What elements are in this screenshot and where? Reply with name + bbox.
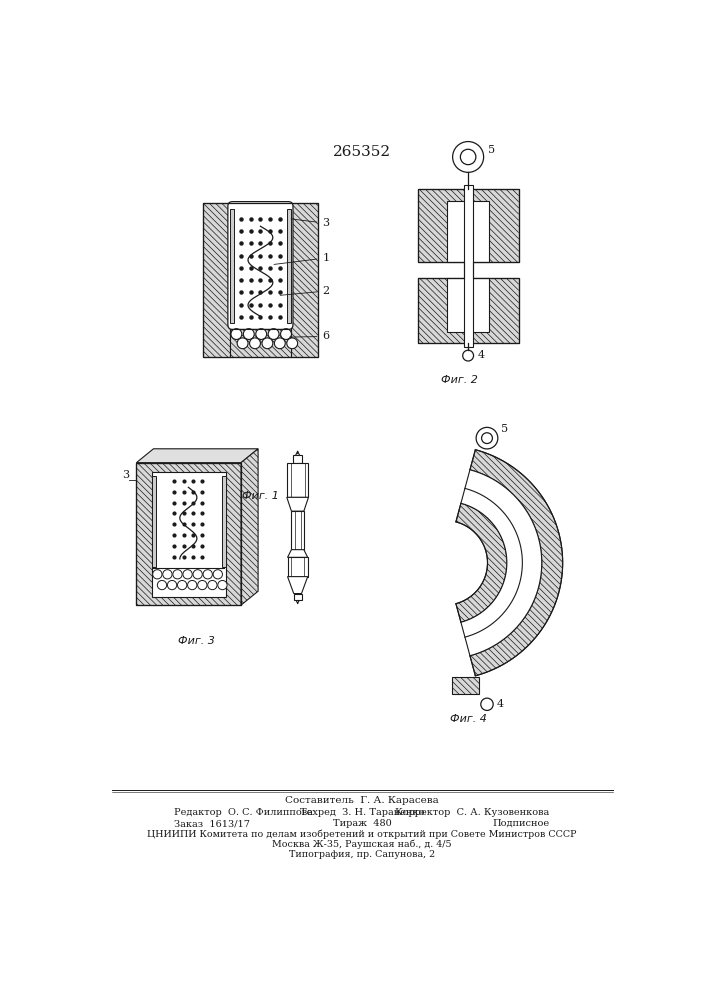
Text: Фиг. 3: Фиг. 3 (178, 636, 215, 646)
Polygon shape (293, 594, 301, 600)
Text: Москва Ж-35, Раушская наб., д. 4/5: Москва Ж-35, Раушская наб., д. 4/5 (272, 840, 452, 849)
Text: 5: 5 (489, 145, 496, 155)
Text: 3: 3 (291, 218, 329, 228)
Circle shape (481, 698, 493, 710)
Text: Редактор  О. С. Филиппова: Редактор О. С. Филиппова (174, 808, 312, 817)
Circle shape (476, 427, 498, 449)
Circle shape (193, 570, 202, 579)
Circle shape (158, 580, 167, 590)
Text: 265352: 265352 (333, 145, 391, 159)
Circle shape (243, 329, 255, 339)
Bar (287, 209, 291, 323)
Polygon shape (230, 328, 291, 357)
Text: 2: 2 (280, 286, 329, 296)
Polygon shape (287, 463, 308, 497)
Polygon shape (152, 472, 226, 597)
Text: 4: 4 (496, 699, 503, 709)
Circle shape (460, 149, 476, 165)
Circle shape (198, 580, 207, 590)
Text: 3: 3 (122, 470, 129, 480)
Circle shape (231, 329, 242, 339)
Polygon shape (418, 189, 518, 262)
Circle shape (262, 338, 273, 349)
Text: Фиг. 2: Фиг. 2 (441, 375, 478, 385)
Text: Составитель  Г. А. Карасева: Составитель Г. А. Карасева (285, 796, 439, 805)
Polygon shape (293, 455, 303, 463)
Polygon shape (136, 463, 241, 605)
Circle shape (218, 580, 227, 590)
Polygon shape (288, 557, 308, 577)
Polygon shape (452, 677, 479, 694)
Polygon shape (456, 503, 507, 622)
Circle shape (237, 338, 248, 349)
Text: Тираж  480: Тираж 480 (332, 819, 392, 828)
Polygon shape (470, 450, 563, 676)
Text: Фиг. 4: Фиг. 4 (450, 714, 486, 724)
Text: Техред  З. Н. Тараненко: Техред З. Н. Тараненко (300, 808, 424, 817)
Circle shape (274, 338, 285, 349)
FancyBboxPatch shape (228, 202, 293, 329)
Circle shape (153, 570, 162, 579)
Bar (222, 476, 226, 567)
Bar (464, 185, 473, 347)
Circle shape (208, 580, 217, 590)
Circle shape (452, 142, 484, 172)
Circle shape (281, 329, 291, 339)
Circle shape (481, 433, 492, 444)
Text: 6: 6 (290, 331, 329, 341)
Text: Заказ  1613/17: Заказ 1613/17 (174, 819, 250, 828)
Text: Подписное: Подписное (492, 819, 549, 828)
Circle shape (163, 570, 172, 579)
Polygon shape (448, 201, 489, 262)
Circle shape (173, 570, 182, 579)
Polygon shape (291, 511, 304, 550)
Polygon shape (287, 497, 308, 511)
Polygon shape (241, 449, 258, 605)
Text: ЦНИИПИ Комитета по делам изобретений и открытий при Совете Министров СССР: ЦНИИПИ Комитета по делам изобретений и о… (147, 830, 577, 839)
Circle shape (268, 329, 279, 339)
Text: 4: 4 (477, 350, 484, 360)
Circle shape (256, 329, 267, 339)
Circle shape (168, 580, 177, 590)
Text: Фиг. 1: Фиг. 1 (242, 491, 279, 501)
Bar (230, 209, 234, 323)
Polygon shape (418, 278, 518, 343)
Circle shape (203, 570, 212, 579)
Circle shape (213, 570, 223, 579)
Text: 1: 1 (274, 253, 329, 264)
Polygon shape (288, 550, 308, 557)
Text: Типография, пр. Сапунова, 2: Типография, пр. Сапунова, 2 (289, 850, 435, 859)
Circle shape (183, 570, 192, 579)
Bar (152, 476, 156, 567)
Circle shape (250, 338, 260, 349)
Polygon shape (203, 203, 230, 357)
Polygon shape (136, 449, 258, 463)
Circle shape (187, 580, 197, 590)
Polygon shape (461, 470, 542, 656)
Polygon shape (448, 278, 489, 332)
Text: Корректор  С. А. Кузовенкова: Корректор С. А. Кузовенкова (395, 808, 549, 817)
Circle shape (177, 580, 187, 590)
Text: 5: 5 (501, 424, 508, 434)
Circle shape (287, 338, 298, 349)
Circle shape (462, 350, 474, 361)
Polygon shape (291, 203, 317, 357)
Polygon shape (288, 577, 308, 594)
